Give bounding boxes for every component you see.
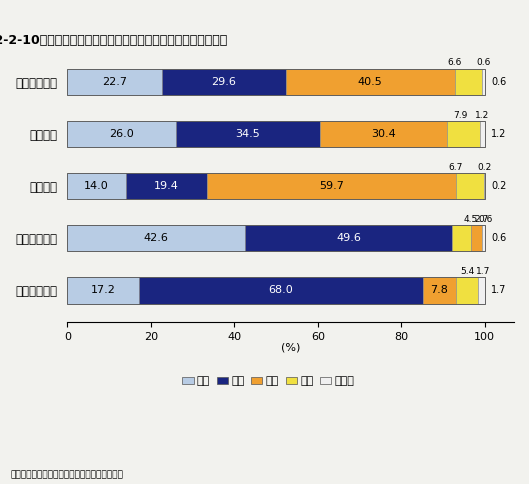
Text: 34.5: 34.5 [235,129,260,139]
Bar [67,173,126,199]
Text: 22.7: 22.7 [102,76,127,87]
Bar [480,121,485,147]
Bar [162,69,286,95]
Bar [176,121,320,147]
Bar [67,69,162,95]
Bar [245,225,452,251]
Bar [484,173,485,199]
Bar [67,277,485,303]
Text: 1.7: 1.7 [476,267,490,276]
Text: 6.7: 6.7 [449,163,463,172]
Text: 14.0: 14.0 [84,181,109,191]
Text: 0.6: 0.6 [476,59,491,67]
Text: 1.2: 1.2 [475,111,489,120]
X-axis label: (%): (%) [281,343,300,353]
Text: 1.7: 1.7 [491,286,506,295]
Text: 2.7: 2.7 [475,215,489,224]
Bar [482,69,485,95]
Text: 1.2: 1.2 [491,129,506,139]
Text: 0.6: 0.6 [479,215,493,224]
Bar [139,277,423,303]
Text: 42.6: 42.6 [144,233,169,243]
Text: 40.5: 40.5 [358,76,382,87]
Bar [455,69,482,95]
Text: 49.6: 49.6 [336,233,361,243]
Bar [67,173,485,199]
Text: 59.7: 59.7 [319,181,344,191]
Bar [478,277,485,303]
Bar [67,121,485,147]
Text: 7.8: 7.8 [431,286,448,295]
Bar [452,225,471,251]
Legend: 理学, 工学, 農学, 保健, その他: 理学, 工学, 農学, 保健, その他 [178,372,359,391]
Text: 0.2: 0.2 [477,163,491,172]
Bar [455,277,478,303]
Text: 5.4: 5.4 [461,267,475,276]
Bar [471,225,482,251]
Bar [67,225,245,251]
Bar [126,173,207,199]
Bar [320,121,447,147]
Text: 第2-2-10図　研究機関の専門別研究者数の構成比（平成１０年）: 第2-2-10図 研究機関の専門別研究者数の構成比（平成１０年） [0,34,227,47]
Text: 29.6: 29.6 [212,76,236,87]
Bar [423,277,455,303]
Bar [482,225,485,251]
Text: 資料：総務庁統計局「科学技術研究調査報告」: 資料：総務庁統計局「科学技術研究調査報告」 [11,470,123,479]
Text: 6.6: 6.6 [448,59,462,67]
Text: 4.5: 4.5 [464,215,478,224]
Bar [286,69,455,95]
Bar [67,277,139,303]
Text: 7.9: 7.9 [453,111,468,120]
Bar [67,225,485,251]
Text: 30.4: 30.4 [371,129,396,139]
Bar [67,69,485,95]
Text: 26.0: 26.0 [110,129,134,139]
Text: 0.6: 0.6 [491,76,506,87]
Text: 0.2: 0.2 [491,181,506,191]
Bar [447,121,480,147]
Bar [67,121,176,147]
Text: 68.0: 68.0 [269,286,294,295]
Bar [207,173,456,199]
Bar [456,173,484,199]
Text: 17.2: 17.2 [91,286,116,295]
Text: 19.4: 19.4 [154,181,179,191]
Text: 0.6: 0.6 [491,233,506,243]
